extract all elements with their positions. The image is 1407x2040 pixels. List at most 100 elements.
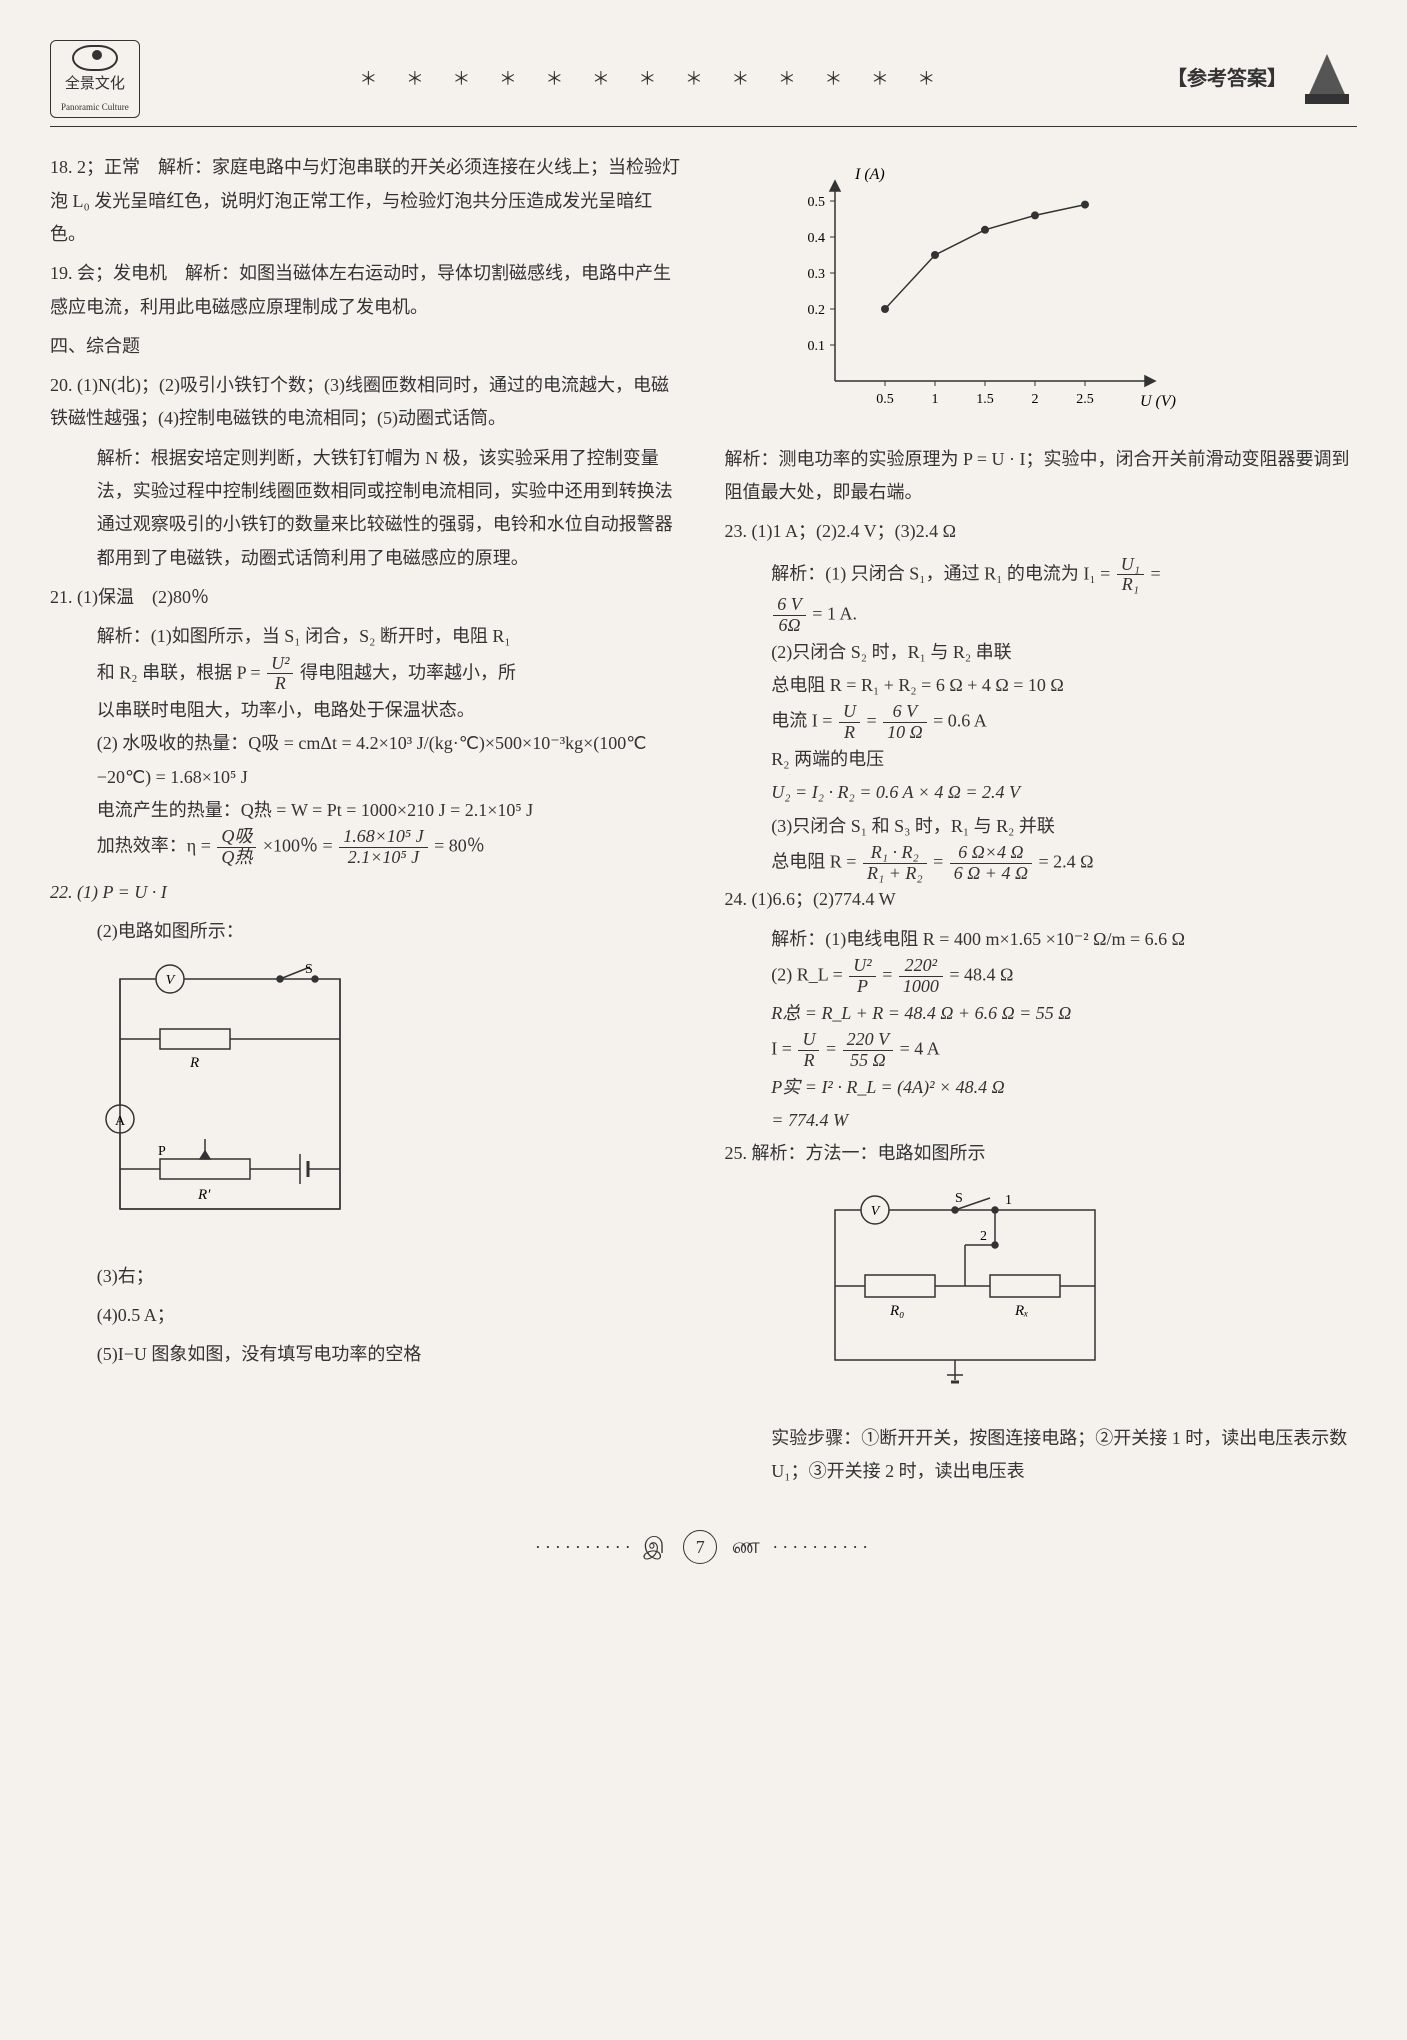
q21-e2a: (2) 水吸收的热量：Q吸 = cmΔt = 4.2×10³ J/(kg·℃)×… xyxy=(97,727,683,794)
label-Rp: R′ xyxy=(197,1187,211,1203)
left-column: 18. 2；正常 解析：家庭电路中与灯泡串联的开关必须连接在火线上；当检验灯泡 … xyxy=(50,151,683,1494)
den: 6 Ω + 4 Ω xyxy=(950,864,1032,884)
curve xyxy=(881,201,1089,313)
q18: 18. 2；正常 解析：家庭电路中与灯泡串联的开关必须连接在火线上；当检验灯泡 … xyxy=(50,151,683,251)
frag: = 0.6 A xyxy=(933,711,987,731)
page-header: 全景文化 Panoramic Culture ＊ ＊ ＊ ＊ ＊ ＊ ＊ ＊ ＊… xyxy=(50,40,1357,127)
frag: 电流 I = xyxy=(771,711,832,731)
q24-e2c: R总 = R_L + R = 48.4 Ω + 6.6 Ω = 55 Ω xyxy=(771,997,1357,1030)
q24-e2e: P实 = I² · R_L = (4A)² × 48.4 Ω xyxy=(771,1071,1357,1104)
den: R₁ + R₂ xyxy=(863,864,927,884)
fraction: U² P xyxy=(849,956,875,997)
fraction: 6 V 10 Ω xyxy=(883,702,927,743)
q22-explain: 解析：测电功率的实验原理为 P = U · I；实验中，闭合开关前滑动变阻器要调… xyxy=(725,443,1358,510)
deco-left: ·········· xyxy=(535,1537,635,1557)
fraction: 6 Ω×4 Ω 6 Ω + 4 Ω xyxy=(950,843,1032,884)
den: 2.1×10⁵ J xyxy=(339,848,427,868)
page-footer: ·········· இ 7 ண ·········· xyxy=(50,1526,1357,1567)
q21-e1b: 和 R₂ 串联，根据 P = U² R 得电阻越大，功率越小，所 xyxy=(97,654,683,695)
den: P xyxy=(849,977,875,997)
frag: = 2.4 Ω xyxy=(1038,851,1093,871)
section-4: 四、综合题 xyxy=(50,330,683,363)
num: Q吸 xyxy=(217,827,256,848)
label-Rx: Rₓ xyxy=(1014,1303,1028,1319)
q25-steps: 实验步骤：①断开开关，按图连接电路；②开关接 1 时，读出电压表示数 U₁；③开… xyxy=(771,1422,1357,1489)
frag: = 80％ xyxy=(434,836,485,856)
num: 1.68×10⁵ J xyxy=(339,827,427,848)
frag: = xyxy=(933,851,943,871)
q19: 19. 会；发电机 解析：如图当磁体左右运动时，导体切割磁感线，电路中产生感应电… xyxy=(50,257,683,324)
svg-text:0.4: 0.4 xyxy=(807,231,825,246)
y-axis-label: I (A) xyxy=(854,166,885,183)
num: R₁ · R₂ xyxy=(863,843,927,864)
q21-e2c: 加热效率：η = Q吸 Q热 ×100％ = 1.68×10⁵ J 2.1×10… xyxy=(97,827,683,868)
frag: (2) R_L = xyxy=(771,964,842,984)
formula: 22. (1) P = U · I xyxy=(50,882,167,902)
q21-e1a: 解析：(1)如图所示，当 S₁ 闭合，S₂ 断开时，电阻 R₁ xyxy=(97,620,683,653)
content-columns: 18. 2；正常 解析：家庭电路中与灯泡串联的开关必须连接在火线上；当检验灯泡 … xyxy=(50,151,1357,1494)
y-ticks: 0.10.20.30.40.5 xyxy=(807,195,835,354)
fraction: 220² 1000 xyxy=(899,956,943,997)
num: U² xyxy=(849,956,875,977)
num: U₁ xyxy=(1117,555,1144,576)
q25: 25. 解析：方法一：电路如图所示 xyxy=(725,1137,1358,1170)
label-V: V xyxy=(166,973,176,988)
fraction: 6 V 6Ω xyxy=(773,595,806,636)
fraction: U R xyxy=(798,1030,819,1071)
q23-e1b: 6 V 6Ω = 1 A. xyxy=(771,595,1357,636)
q22-4: (4)0.5 A； xyxy=(97,1299,683,1332)
frag: = 1 A. xyxy=(812,604,857,624)
den: R₁ xyxy=(1117,575,1144,595)
q23: 23. (1)1 A；(2)2.4 V；(3)2.4 Ω xyxy=(725,515,1358,548)
logo: 全景文化 Panoramic Culture xyxy=(50,40,140,118)
svg-text:0.5: 0.5 xyxy=(807,195,825,210)
frag: 得电阻越大，功率越小，所 xyxy=(300,662,516,682)
fraction: 220 V 55 Ω xyxy=(843,1030,894,1071)
den: 55 Ω xyxy=(843,1051,894,1071)
q21-e2b: 电流产生的热量：Q热 = W = Pt = 1000×210 J = 2.1×1… xyxy=(97,794,683,827)
num: 6 V xyxy=(773,595,806,616)
frag: = 4 A xyxy=(900,1038,940,1058)
title-answers: 【参考答案】 xyxy=(1167,61,1287,98)
num: U xyxy=(839,702,860,723)
circuit-25: V S 1 2 R₀ Rₓ xyxy=(805,1180,1358,1411)
eye-icon xyxy=(72,45,118,71)
label-R: R xyxy=(189,1055,199,1071)
q21-explain: 解析：(1)如图所示，当 S₁ 闭合，S₂ 断开时，电阻 R₁ 和 R₂ 串联，… xyxy=(97,620,683,868)
q23-explain: 解析：(1) 只闭合 S₁，通过 R₁ 的电流为 I₁ = U₁ R₁ = 6 … xyxy=(771,555,1357,884)
svg-text:0.2: 0.2 xyxy=(807,303,825,318)
frag: = xyxy=(866,711,876,731)
den: Q热 xyxy=(217,848,256,868)
num: 6 Ω×4 Ω xyxy=(950,843,1032,864)
q23-e2d: R₂ 两端的电压 xyxy=(771,743,1357,776)
x-axis-label: U (V) xyxy=(1140,393,1176,410)
frag: = xyxy=(882,964,892,984)
label-A: A xyxy=(115,1114,126,1129)
q22-5: (5)I−U 图象如图，没有填写电功率的空格 xyxy=(97,1338,683,1371)
label-S: S xyxy=(305,962,313,977)
star-divider: ＊ ＊ ＊ ＊ ＊ ＊ ＊ ＊ ＊ ＊ ＊ ＊ ＊ xyxy=(359,63,947,96)
svg-text:1.5: 1.5 xyxy=(976,392,994,407)
den: R xyxy=(798,1051,819,1071)
q24-explain: 解析：(1)电线电阻 R = 400 m×1.65 ×10⁻² Ω/m = 6.… xyxy=(771,923,1357,1137)
den: R xyxy=(839,723,860,743)
right-column: I (A) U (V) 0.511.522.5 0.10.20.30.40.5 … xyxy=(725,151,1358,1494)
logo-cn: 全景文化 xyxy=(65,71,125,99)
q24-e2a: (2) R_L = U² P = 220² 1000 = 48.4 Ω xyxy=(771,956,1357,997)
num: U² xyxy=(267,654,293,675)
svg-text:0.1: 0.1 xyxy=(807,339,825,354)
frag: 总电阻 R = xyxy=(771,851,856,871)
num: 220 V xyxy=(843,1030,894,1051)
fraction: U₁ R₁ xyxy=(1117,555,1144,596)
den: 1000 xyxy=(899,977,943,997)
frag: = xyxy=(1151,563,1161,583)
fraction: 1.68×10⁵ J 2.1×10⁵ J xyxy=(339,827,427,868)
brush-icon xyxy=(1297,49,1357,109)
svg-text:2: 2 xyxy=(1031,392,1038,407)
page-number: 7 xyxy=(683,1530,717,1564)
q20: 20. (1)N(北)；(2)吸引小铁钉个数；(3)线圈匝数相同时，通过的电流越… xyxy=(50,369,683,436)
frag: 解析：(1) 只闭合 S₁，通过 R₁ 的电流为 I₁ = xyxy=(771,563,1110,583)
frag: 和 R₂ 串联，根据 P = xyxy=(97,662,261,682)
q23-e3b: 总电阻 R = R₁ · R₂ R₁ + R₂ = 6 Ω×4 Ω 6 Ω + … xyxy=(771,843,1357,884)
label-P: P xyxy=(158,1144,166,1159)
